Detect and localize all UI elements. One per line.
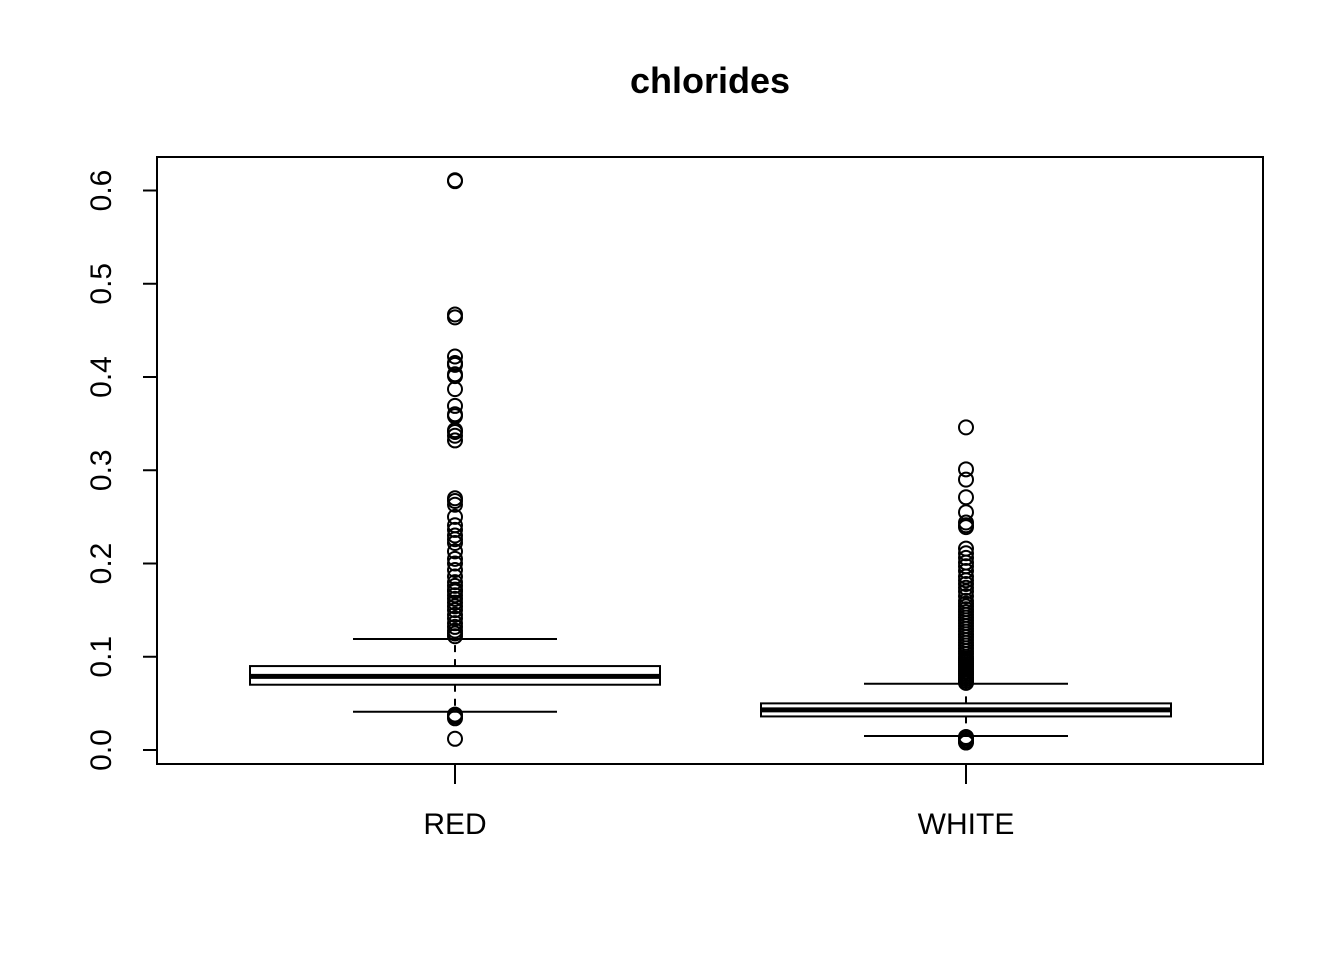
- outlier-point: [447, 490, 463, 507]
- boxplot-white: [760, 419, 1172, 751]
- outlier-point: [447, 397, 463, 414]
- outlier-point: [447, 508, 463, 525]
- outlier-point: [447, 543, 463, 560]
- outlier-point: [447, 172, 463, 189]
- x-tick-label: RED: [423, 808, 486, 841]
- outlier-point: [447, 366, 463, 383]
- outlier-point: [958, 489, 974, 506]
- outlier-point: [447, 306, 463, 323]
- outlier-point: [447, 555, 463, 572]
- outlier-point: [447, 527, 463, 544]
- outlier-point: [447, 730, 463, 747]
- outlier-point: [447, 406, 463, 423]
- y-tick-label: 0.1: [85, 636, 118, 678]
- outlier-point: [958, 504, 974, 521]
- y-tick-label: 0.6: [85, 170, 118, 212]
- boxplot-red: [249, 172, 661, 747]
- y-axis: 0.0 0.1 0.2 0.3 0.4 0.5 0.6: [85, 170, 158, 771]
- outlier-point: [447, 562, 463, 579]
- y-tick-label: 0.5: [85, 263, 118, 305]
- outlier-point: [447, 706, 463, 723]
- outlier-point: [958, 471, 974, 488]
- outlier-point: [447, 432, 463, 449]
- outlier-point: [958, 514, 974, 531]
- outlier-point: [958, 545, 974, 562]
- x-axis: RED WHITE: [423, 764, 1014, 841]
- outlier-point: [447, 550, 463, 567]
- y-tick-label: 0.2: [85, 543, 118, 585]
- outlier-point: [447, 381, 463, 398]
- outlier-point: [447, 606, 463, 623]
- y-tick-label: 0.4: [85, 356, 118, 398]
- outlier-point: [447, 574, 463, 591]
- outlier-point: [958, 419, 974, 436]
- boxplots: [249, 172, 1172, 751]
- x-tick-label: WHITE: [918, 808, 1015, 841]
- outlier-point: [958, 461, 974, 478]
- outlier-point: [958, 540, 974, 557]
- outlier-point: [447, 348, 463, 365]
- outlier-point: [958, 588, 974, 605]
- chart-title: chlorides: [630, 60, 790, 101]
- outlier-point: [447, 355, 463, 372]
- outlier-point: [958, 728, 974, 745]
- outlier-point: [958, 549, 974, 566]
- outlier-point: [447, 517, 463, 534]
- y-tick-label: 0.0: [85, 729, 118, 771]
- y-tick-label: 0.3: [85, 449, 118, 491]
